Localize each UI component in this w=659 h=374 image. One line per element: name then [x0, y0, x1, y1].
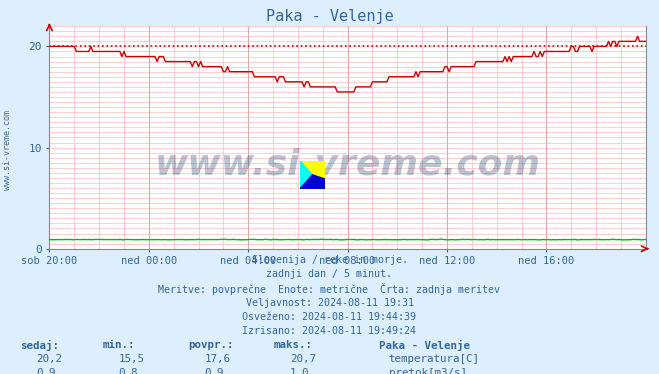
Polygon shape	[300, 175, 325, 189]
Text: sedaj:: sedaj:	[20, 340, 59, 350]
Text: povpr.:: povpr.:	[188, 340, 233, 350]
Text: temperatura[C]: temperatura[C]	[389, 354, 480, 364]
Text: www.si-vreme.com: www.si-vreme.com	[3, 110, 13, 190]
Text: min.:: min.:	[102, 340, 134, 350]
Text: 20,2: 20,2	[36, 354, 62, 364]
Text: zadnji dan / 5 minut.: zadnji dan / 5 minut.	[266, 269, 393, 279]
Text: 0,9: 0,9	[36, 368, 56, 374]
Text: Paka - Velenje: Paka - Velenje	[379, 340, 470, 350]
Text: pretok[m3/s]: pretok[m3/s]	[389, 368, 467, 374]
Polygon shape	[300, 161, 325, 179]
Text: Slovenija / reke in morje.: Slovenija / reke in morje.	[252, 255, 407, 265]
Text: www.si-vreme.com: www.si-vreme.com	[155, 147, 540, 181]
Text: 0,9: 0,9	[204, 368, 224, 374]
Text: Osveženo: 2024-08-11 19:44:39: Osveženo: 2024-08-11 19:44:39	[243, 312, 416, 322]
Text: 20,7: 20,7	[290, 354, 316, 364]
Text: 0,8: 0,8	[119, 368, 138, 374]
Text: Paka - Velenje: Paka - Velenje	[266, 9, 393, 24]
Polygon shape	[300, 161, 312, 189]
Text: 15,5: 15,5	[119, 354, 144, 364]
Text: maks.:: maks.:	[273, 340, 312, 350]
Text: Meritve: povprečne  Enote: metrične  Črta: zadnja meritev: Meritve: povprečne Enote: metrične Črta:…	[159, 283, 500, 295]
Text: Izrisano: 2024-08-11 19:49:24: Izrisano: 2024-08-11 19:49:24	[243, 326, 416, 336]
Text: 1,0: 1,0	[290, 368, 310, 374]
Text: Veljavnost: 2024-08-11 19:31: Veljavnost: 2024-08-11 19:31	[246, 298, 413, 308]
Text: 17,6: 17,6	[204, 354, 230, 364]
